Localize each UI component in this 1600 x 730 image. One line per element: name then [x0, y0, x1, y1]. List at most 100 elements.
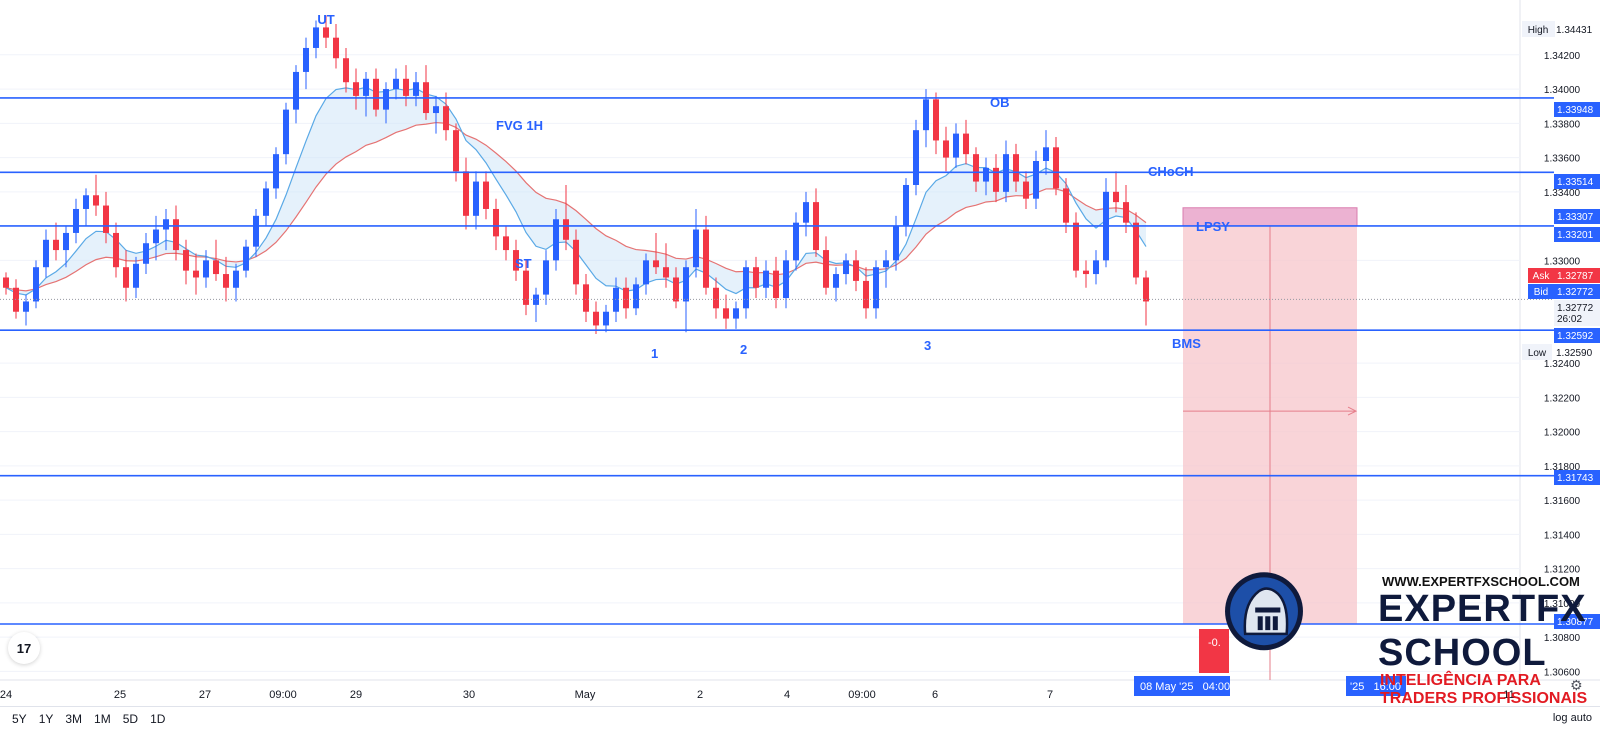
candle[interactable]: [303, 37, 309, 90]
candle[interactable]: [823, 236, 829, 295]
candle[interactable]: [863, 267, 869, 319]
candle[interactable]: [183, 239, 189, 285]
candle[interactable]: [533, 287, 539, 323]
candle[interactable]: [343, 47, 349, 93]
range-1d-button[interactable]: 1D: [150, 711, 166, 726]
candle[interactable]: [483, 171, 489, 220]
candle[interactable]: [953, 123, 959, 168]
candle[interactable]: [743, 260, 749, 319]
candle[interactable]: [523, 260, 529, 316]
candle[interactable]: [513, 239, 519, 281]
candle[interactable]: [433, 95, 439, 134]
candle[interactable]: [1043, 130, 1049, 175]
candle[interactable]: [243, 239, 249, 278]
candle[interactable]: [413, 71, 419, 107]
candle[interactable]: [803, 191, 809, 237]
candle[interactable]: [1023, 171, 1029, 209]
candle[interactable]: [1033, 150, 1039, 209]
candle[interactable]: [213, 239, 219, 281]
range-1m-button[interactable]: 1M: [94, 711, 111, 726]
candle[interactable]: [3, 272, 9, 295]
candle[interactable]: [833, 267, 839, 302]
candle[interactable]: [963, 119, 969, 165]
candle[interactable]: [53, 222, 59, 261]
candle[interactable]: [23, 294, 29, 326]
candle[interactable]: [663, 243, 669, 288]
candle[interactable]: [173, 205, 179, 261]
candle[interactable]: [153, 215, 159, 261]
candle[interactable]: [353, 68, 359, 110]
candle[interactable]: [993, 154, 999, 203]
candle[interactable]: [983, 157, 989, 196]
candle[interactable]: [883, 250, 889, 288]
candle[interactable]: [163, 208, 169, 251]
candle[interactable]: [673, 267, 679, 309]
candle[interactable]: [553, 208, 559, 271]
candle[interactable]: [1123, 184, 1129, 233]
candle[interactable]: [473, 171, 479, 230]
candle[interactable]: [1133, 212, 1139, 285]
candle[interactable]: [383, 82, 389, 124]
range-3m-button[interactable]: 3M: [65, 711, 83, 726]
candle[interactable]: [203, 250, 209, 288]
candle[interactable]: [1013, 143, 1019, 192]
candle[interactable]: [263, 181, 269, 227]
candle[interactable]: [793, 212, 799, 271]
candle[interactable]: [783, 250, 789, 309]
time-axis[interactable]: [0, 680, 1520, 706]
candle[interactable]: [653, 232, 659, 275]
candle[interactable]: [283, 102, 289, 165]
candle[interactable]: [543, 250, 549, 305]
scale-mode-label[interactable]: log auto: [1552, 712, 1592, 724]
candle[interactable]: [1053, 137, 1059, 196]
candle[interactable]: [703, 215, 709, 295]
candle[interactable]: [123, 250, 129, 302]
candle[interactable]: [643, 253, 649, 295]
range-5y-button[interactable]: 5Y: [12, 711, 27, 726]
candle[interactable]: [103, 191, 109, 244]
candle[interactable]: [913, 119, 919, 196]
candle[interactable]: [773, 256, 779, 309]
candle[interactable]: [233, 263, 239, 302]
candle[interactable]: [253, 208, 259, 257]
candle[interactable]: [843, 253, 849, 285]
candle[interactable]: [693, 208, 699, 278]
candle[interactable]: [753, 256, 759, 299]
candle[interactable]: [1063, 178, 1069, 233]
candle[interactable]: [373, 68, 379, 117]
candle[interactable]: [683, 260, 689, 333]
candle[interactable]: [1073, 212, 1079, 278]
candle[interactable]: [973, 147, 979, 192]
candle[interactable]: [1113, 171, 1119, 213]
candle[interactable]: [83, 188, 89, 227]
candle[interactable]: [43, 229, 49, 278]
candle[interactable]: [853, 250, 859, 292]
candle[interactable]: [133, 256, 139, 299]
candle[interactable]: [633, 277, 639, 316]
candle[interactable]: [93, 174, 99, 216]
candle[interactable]: [933, 92, 939, 155]
range-5d-button[interactable]: 5D: [122, 711, 139, 726]
candle[interactable]: [323, 15, 329, 48]
candle[interactable]: [563, 184, 569, 251]
candle[interactable]: [113, 222, 119, 278]
candle[interactable]: [873, 260, 879, 319]
candle[interactable]: [73, 198, 79, 244]
candle[interactable]: [723, 294, 729, 329]
range-1y-button[interactable]: 1Y: [38, 711, 54, 726]
candle[interactable]: [333, 23, 339, 69]
candle[interactable]: [363, 71, 369, 117]
price-chart[interactable]: 1.34200 1.34000 1.33800 1.33600 1.33400 1.330…: [0, 0, 1600, 706]
candle[interactable]: [143, 232, 149, 275]
candle[interactable]: [403, 65, 409, 107]
candle[interactable]: [193, 253, 199, 295]
candle[interactable]: [223, 256, 229, 302]
candle[interactable]: [623, 277, 629, 319]
candle[interactable]: [893, 215, 899, 271]
candle[interactable]: [503, 226, 509, 261]
candle[interactable]: [63, 226, 69, 268]
candle[interactable]: [713, 277, 719, 319]
candle[interactable]: [1083, 260, 1089, 288]
candle[interactable]: [33, 260, 39, 309]
candle[interactable]: [393, 68, 399, 100]
